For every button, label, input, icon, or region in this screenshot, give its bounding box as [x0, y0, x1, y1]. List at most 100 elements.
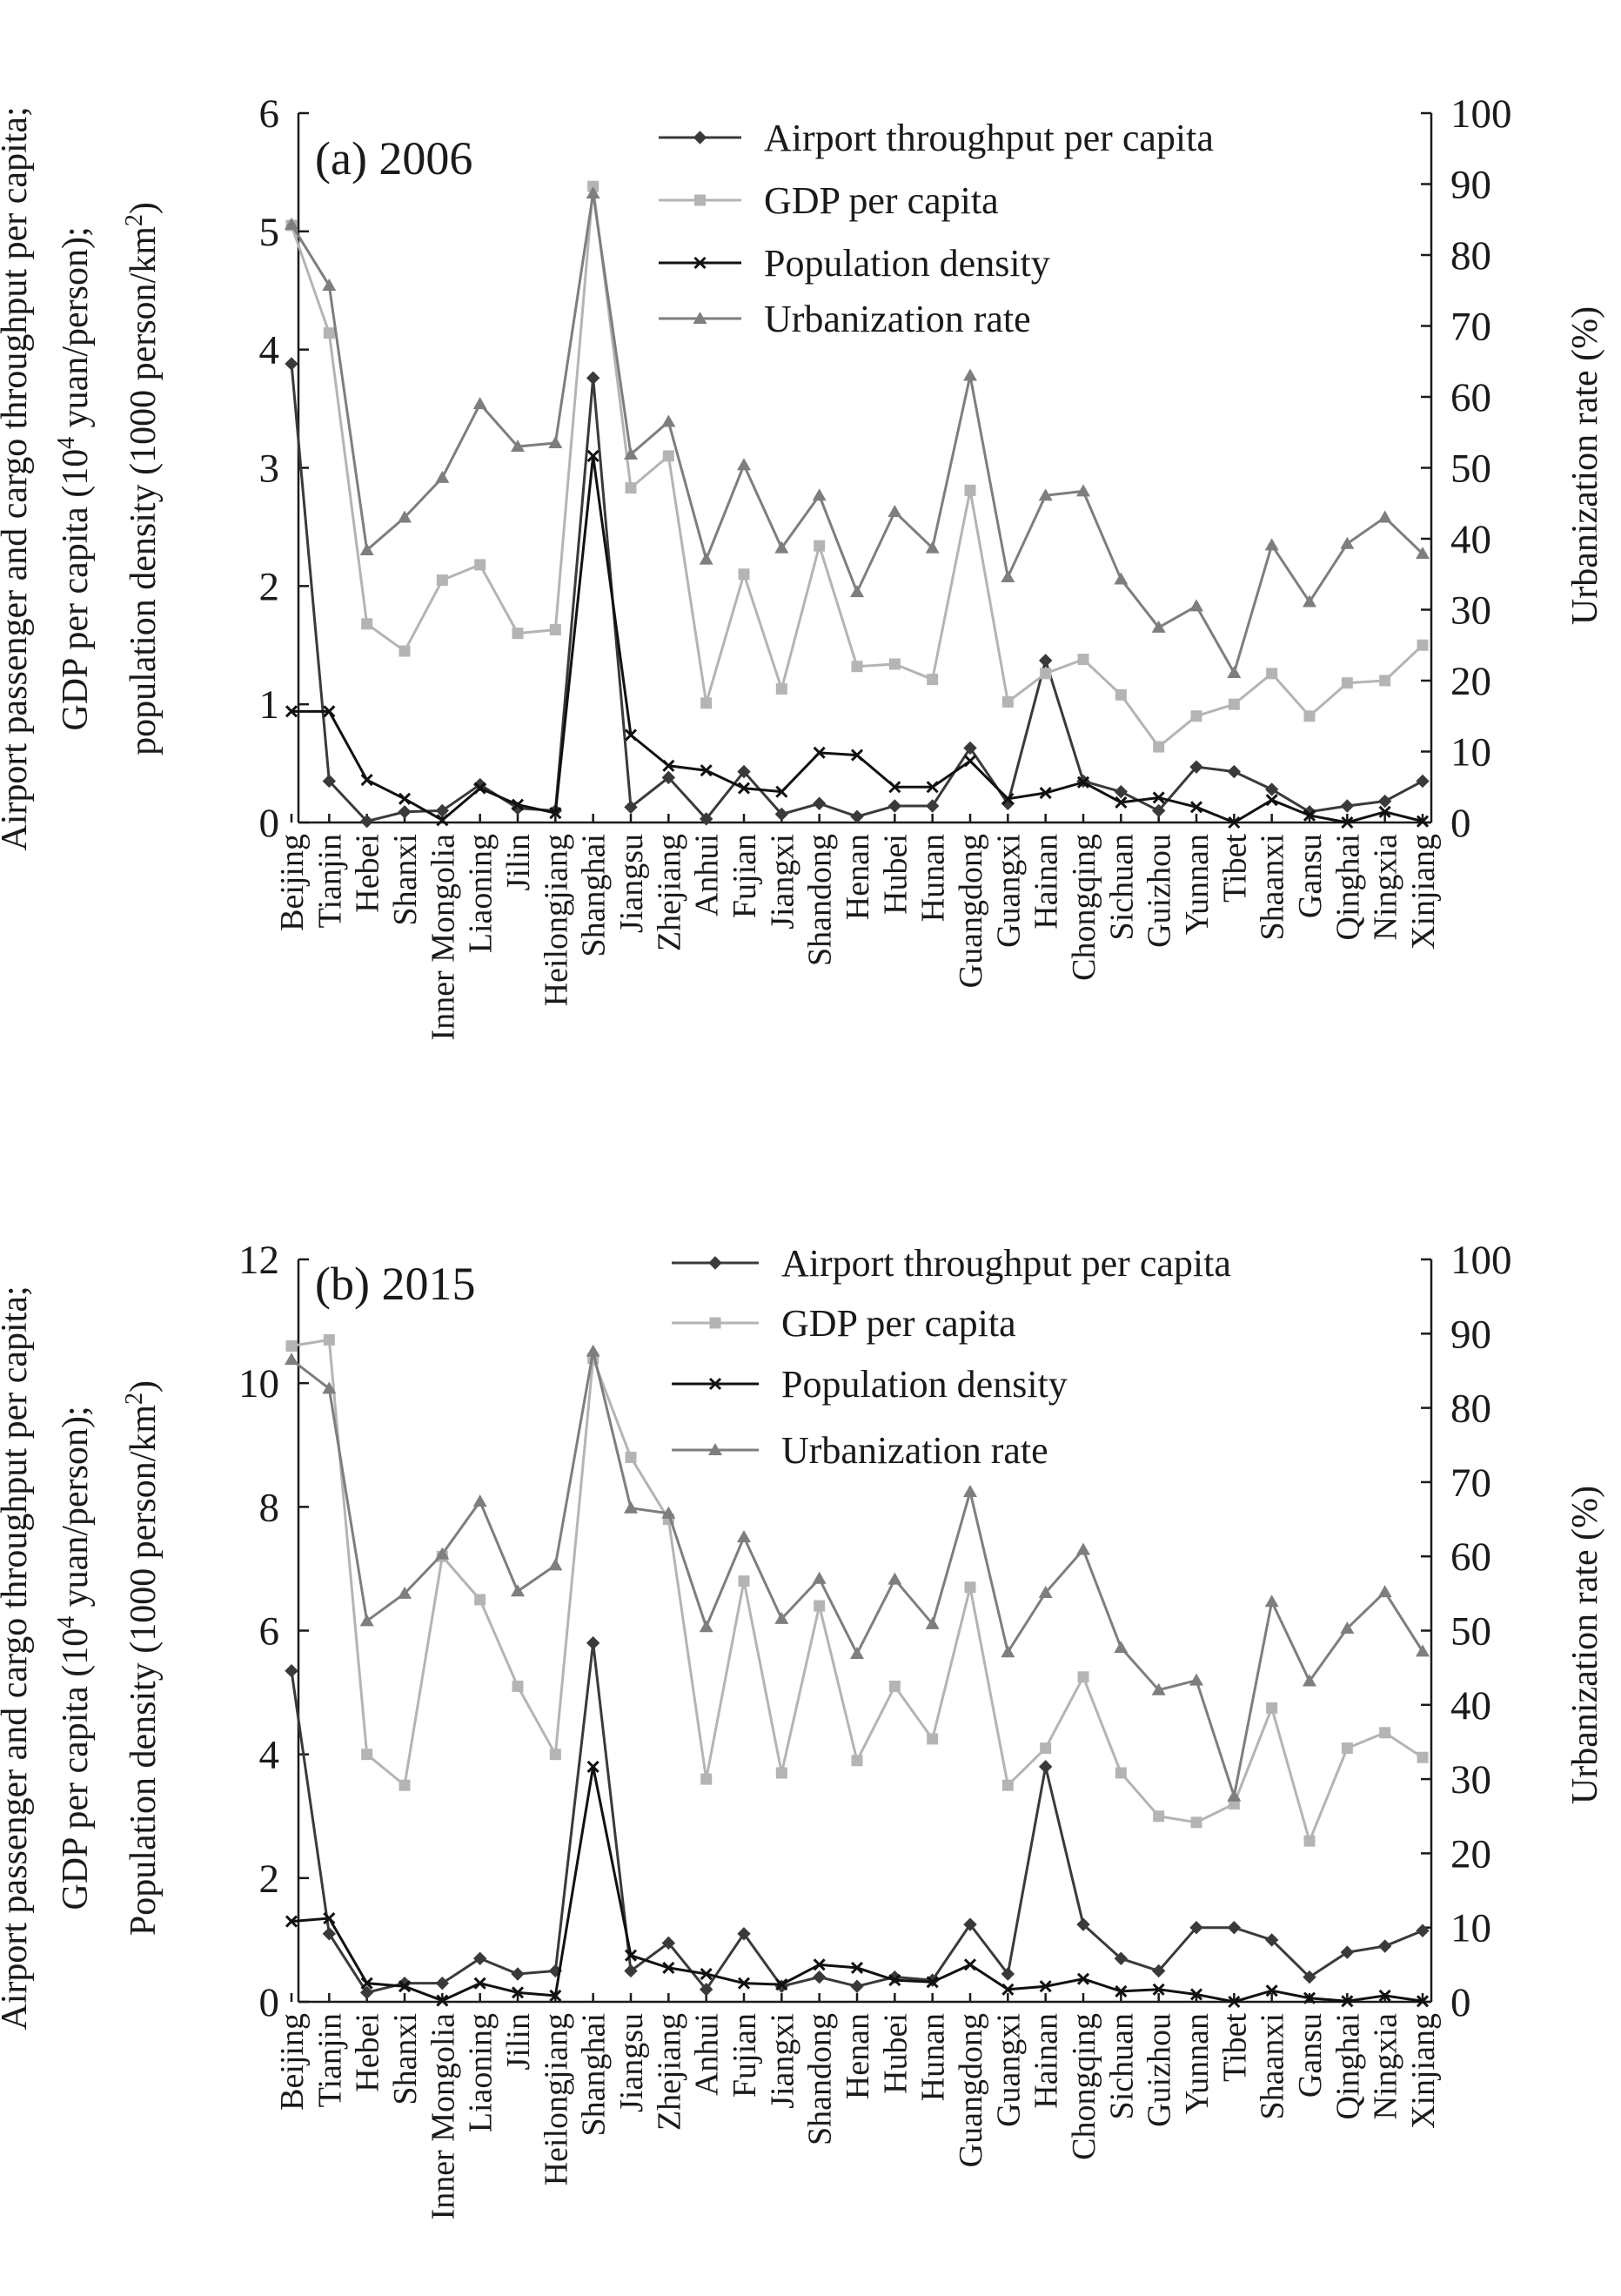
x-tick-label: Sichuan [1103, 2013, 1140, 2119]
data-point [1227, 1789, 1242, 1802]
data-point [1228, 1995, 1241, 2009]
data-point [472, 397, 487, 410]
x-tick-label: Liaoning [463, 2013, 499, 2132]
data-point [737, 764, 751, 779]
data-point [322, 1381, 337, 1394]
data-point [1039, 1980, 1052, 1993]
data-point [1341, 1742, 1353, 1755]
data-point [285, 357, 298, 371]
x-tick-label: Guangxi [990, 834, 1027, 948]
data-point [436, 574, 448, 587]
data-point [662, 1961, 675, 1974]
data-point [775, 1767, 787, 1779]
data-point [1039, 786, 1052, 800]
y-axis-label-line: GDP per capita (104 yuan/person); [53, 1406, 97, 1910]
data-point [1189, 1920, 1203, 1935]
legend-entry: Urbanization rate [672, 1429, 1048, 1472]
legend-label: Airport throughput per capita [764, 117, 1214, 159]
x-tick-label: Henan [840, 2013, 876, 2099]
data-point [850, 1646, 864, 1659]
series-population-density [285, 1760, 1430, 2009]
y-axis-label-line: Airport passenger and cargo throughput p… [0, 106, 35, 850]
data-point [737, 1530, 751, 1543]
data-point [472, 1951, 487, 1965]
data-point [1340, 1945, 1355, 1959]
data-point [474, 1594, 486, 1606]
data-point [1341, 677, 1353, 689]
series-gdp-per-capita [285, 1333, 1429, 1847]
data-point [285, 1340, 298, 1353]
data-point [737, 782, 751, 795]
data-point [1076, 1972, 1090, 1985]
y-axis-label-line: GDP per capita (104 yuan/person); [53, 226, 97, 730]
data-point [361, 618, 373, 630]
legend-entry: Urbanization rate [659, 298, 1031, 340]
y-axis-label-line: Airport passenger and cargo throughput p… [0, 1286, 35, 2030]
data-point [1341, 816, 1354, 829]
right-tick-label: 80 [1450, 1386, 1491, 1432]
data-point [661, 1506, 676, 1519]
data-point [1416, 547, 1430, 560]
data-point [1416, 774, 1430, 789]
data-point [548, 1558, 563, 1571]
data-point [927, 674, 939, 686]
data-point [1417, 639, 1429, 651]
x-tick-label: Inner Mongolia [425, 2013, 461, 2220]
data-point [1378, 1989, 1391, 2002]
x-tick-label: Tianjin [311, 834, 348, 928]
data-point [285, 1663, 298, 1678]
series-line [291, 455, 1423, 824]
data-point [964, 484, 976, 496]
data-point [472, 1494, 487, 1507]
left-tick-label: 3 [259, 446, 280, 492]
right-tick-label: 70 [1450, 1460, 1491, 1506]
data-point [1114, 1641, 1129, 1654]
data-point [812, 1970, 827, 1984]
x-tick-label: Hubei [877, 834, 914, 915]
x-tick-label: Hunan [915, 834, 952, 922]
data-point [850, 1979, 864, 1993]
data-point [1378, 805, 1391, 818]
data-point [1115, 688, 1127, 701]
y2-axis-label: Urbanization rate (%) [1565, 1486, 1605, 1804]
data-point [435, 803, 450, 818]
data-point [661, 414, 676, 427]
right-tick-label: 10 [1450, 1906, 1491, 1951]
data-point [1190, 1816, 1202, 1829]
legend-entry: Population density [659, 242, 1050, 285]
data-point [435, 1976, 450, 1991]
x-tick-label: Zhejiang [651, 2013, 687, 2131]
data-point [888, 658, 901, 670]
data-point [1152, 1983, 1165, 1996]
data-point [851, 661, 863, 673]
data-point [699, 1983, 713, 1997]
right-tick-label: 20 [1450, 659, 1491, 704]
data-point [774, 1611, 789, 1624]
legend-marker [693, 131, 707, 144]
data-point [586, 1760, 600, 1773]
x-tick-label: Yunnan [1179, 2013, 1216, 2114]
data-point [1189, 599, 1203, 612]
right-tick-label: 50 [1450, 446, 1491, 492]
data-point [1077, 654, 1089, 666]
data-point [323, 1333, 335, 1346]
data-point [1264, 782, 1279, 796]
x-tick-label: Jilin [500, 2013, 537, 2070]
left-tick-label: 12 [238, 1238, 279, 1283]
x-tick-label: Jilin [500, 834, 537, 890]
data-point [1189, 1988, 1203, 2001]
legend-marker [708, 1377, 722, 1391]
legend-entry: Population density [672, 1363, 1068, 1406]
data-point [812, 796, 827, 810]
data-point [512, 1680, 524, 1692]
data-point [850, 1961, 864, 1974]
right-tick-label: 40 [1450, 1683, 1491, 1729]
data-point [436, 814, 449, 827]
data-point [361, 1749, 373, 1761]
left-tick-label: 4 [259, 1733, 280, 1778]
data-point [888, 505, 902, 518]
data-point [814, 540, 826, 552]
right-tick-label: 60 [1450, 375, 1491, 420]
data-point [662, 450, 674, 462]
data-point [1151, 620, 1166, 633]
